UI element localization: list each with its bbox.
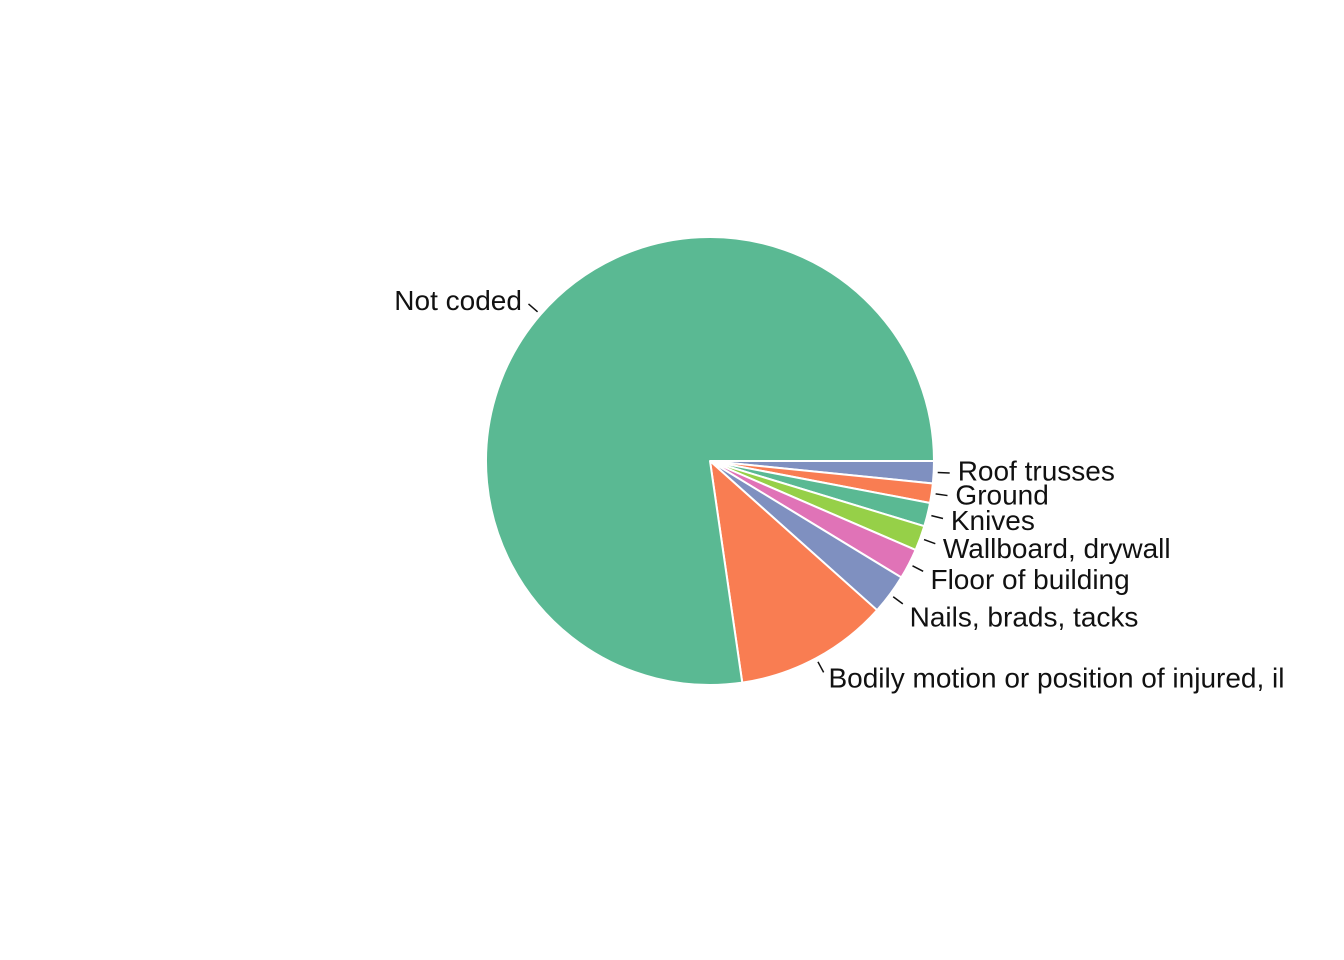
slice-label-ground: Ground xyxy=(955,479,1048,510)
leader-line-floor-of-building xyxy=(912,565,924,572)
leader-line-ground xyxy=(935,493,948,497)
slice-label-wallboard-drywall: Wallboard, drywall xyxy=(943,533,1171,564)
leader-lines-layer xyxy=(527,303,950,673)
leader-line-nails-brads-tacks xyxy=(892,596,904,605)
slice-label-nails-brads-tacks: Nails, brads, tacks xyxy=(910,601,1139,632)
leader-line-roof-trusses xyxy=(937,471,950,474)
slice-label-not-coded: Not coded xyxy=(394,285,522,316)
slice-label-knives: Knives xyxy=(951,505,1035,536)
leader-line-bodily-motion-or-position-of-injured-il xyxy=(817,661,825,673)
slice-label-roof-trusses: Roof trusses xyxy=(958,455,1115,486)
slice-label-floor-of-building: Floor of building xyxy=(930,564,1129,595)
leader-line-knives xyxy=(931,514,944,520)
leader-line-wallboard-drywall xyxy=(923,538,936,545)
leader-line-not-coded xyxy=(527,303,539,313)
slice-label-bodily-motion-or-position-of-injured-il: Bodily motion or position of injured, il xyxy=(828,663,1284,694)
slices-layer xyxy=(485,236,935,686)
pie-slice-not-coded xyxy=(485,236,935,686)
pie-slice-bodily-motion-or-position-of-injured-il xyxy=(709,460,879,684)
